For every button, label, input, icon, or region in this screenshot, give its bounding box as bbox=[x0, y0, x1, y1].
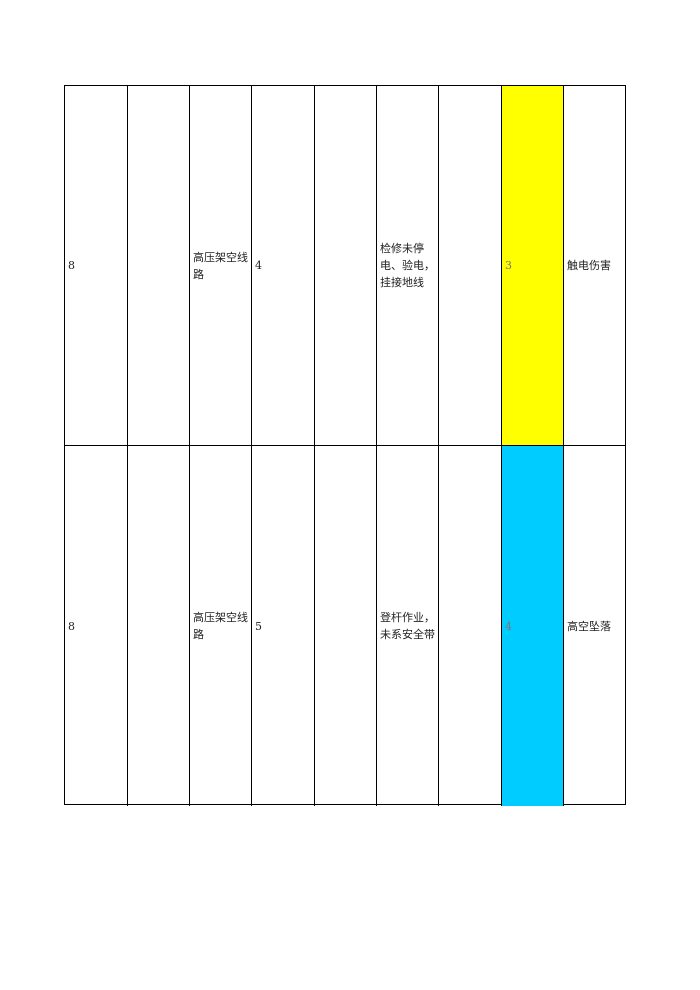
risk-level-text: 3 bbox=[505, 259, 512, 272]
accident-type-text: 触电伤害 bbox=[567, 259, 611, 272]
item-number-text: 4 bbox=[255, 259, 262, 272]
blank-column-7-cell bbox=[439, 446, 502, 806]
blank-column-7-cell bbox=[439, 86, 502, 446]
blank-column-5-cell bbox=[315, 86, 377, 446]
blank-column-5-cell bbox=[315, 446, 377, 806]
equipment-cell: 高压架空线路 bbox=[190, 86, 252, 446]
row-number-text: 8 bbox=[68, 259, 75, 272]
equipment-text: 高压架空线路 bbox=[193, 611, 248, 641]
risk-level-cell: 3 bbox=[502, 86, 564, 446]
equipment-text: 高压架空线路 bbox=[193, 250, 248, 281]
accident-type-text: 高空坠落 bbox=[567, 619, 611, 633]
risk-table: 8 高压架空线路 4 检修未停电、验电，挂接地线 3 触电伤害 8 高压架空线路 5 登杆作业，未… bbox=[64, 85, 626, 806]
risk-level-cell: 4 bbox=[502, 446, 564, 806]
equipment-cell: 高压架空线路 bbox=[190, 446, 252, 806]
hazard-description-text: 登杆作业，未系安全带 bbox=[380, 611, 435, 641]
blank-column-2-cell bbox=[128, 446, 190, 806]
item-number-text: 5 bbox=[255, 619, 262, 633]
hazard-description-text: 检修未停电、验电，挂接地线 bbox=[380, 242, 435, 289]
blank-column-2-cell bbox=[128, 86, 190, 446]
row-number-cell: 8 bbox=[65, 86, 128, 446]
item-number-cell: 5 bbox=[252, 446, 315, 806]
accident-type-cell: 触电伤害 bbox=[564, 86, 626, 446]
accident-type-cell: 高空坠落 bbox=[564, 446, 626, 806]
risk-level-text: 4 bbox=[505, 619, 512, 633]
item-number-cell: 4 bbox=[252, 86, 315, 446]
row-number-cell: 8 bbox=[65, 446, 128, 806]
row-number-text: 8 bbox=[68, 619, 75, 633]
hazard-description-cell: 登杆作业，未系安全带 bbox=[377, 446, 439, 806]
hazard-description-cell: 检修未停电、验电，挂接地线 bbox=[377, 86, 439, 446]
